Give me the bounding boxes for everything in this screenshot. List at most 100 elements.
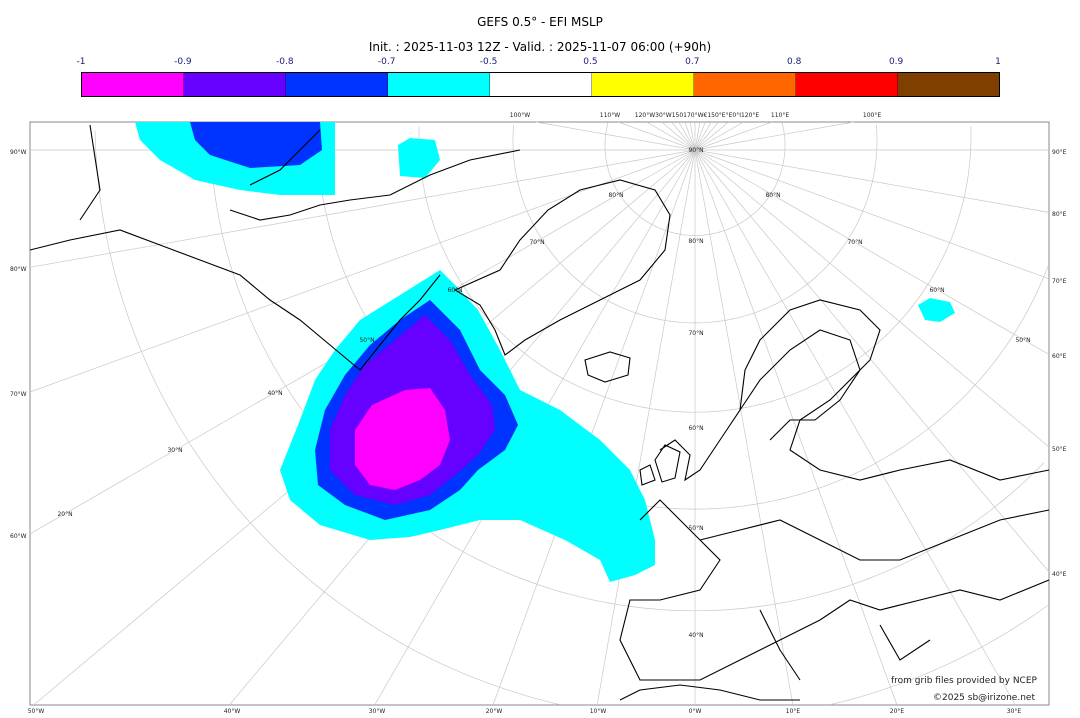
- lat-label: 40°N: [688, 632, 703, 639]
- meridian-line: [694, 121, 744, 151]
- parallel-line: [94, 130, 1048, 705]
- lon-label-bottom: 20°E: [890, 708, 905, 715]
- lat-label: 80°N: [688, 238, 703, 245]
- lat-label: 60°N: [688, 425, 703, 432]
- lon-label-top: 120°W30°W150170°W€150°E°E0°I120°E: [635, 112, 760, 119]
- north-america-coast: [29, 124, 521, 371]
- meridian-line: [694, 121, 773, 151]
- lat-label: 60°N: [929, 287, 944, 294]
- meridian-line: [694, 149, 1050, 355]
- meridian-line: [29, 149, 696, 268]
- lon-label-left: 80°W: [10, 266, 27, 273]
- lon-label-bottom: 20°W: [486, 708, 503, 715]
- meridian-line: [694, 121, 712, 151]
- lat-label: 80°N: [608, 192, 623, 199]
- efi-cyan-small: [398, 138, 440, 178]
- colorbar-tick: -0.7: [377, 57, 396, 67]
- meridian-line: [694, 149, 1016, 706]
- lat-label: 50°N: [359, 337, 374, 344]
- colorbar-tick: 0.8: [787, 57, 802, 67]
- meridian-line: [536, 121, 696, 151]
- lon-label-bottom: 40°W: [224, 708, 241, 715]
- colorbar-tick: -0.8: [275, 57, 294, 67]
- lon-label-top: 110°E: [771, 112, 789, 119]
- meridian-line: [694, 149, 1050, 280]
- meridian-line: [694, 149, 1050, 213]
- parallel-line: [418, 126, 972, 413]
- lon-label-top: 100°W: [510, 112, 530, 119]
- lat-label: 50°N: [688, 525, 703, 532]
- colorbar-tick: 0.5: [583, 57, 598, 67]
- lat-label: 40°N: [267, 390, 282, 397]
- lon-label-right: 60°E: [1052, 353, 1067, 360]
- lon-label-right: 90°E: [1052, 149, 1067, 156]
- efi-cyan-east: [918, 298, 955, 322]
- meridian-line: [492, 149, 696, 706]
- lon-label-left: 60°W: [10, 533, 27, 540]
- graticule: [29, 121, 1050, 706]
- lon-label-right: 70°E: [1052, 278, 1067, 285]
- copyright: ©2025 sb@irizone.net: [933, 693, 1035, 703]
- meridian-line: [617, 121, 696, 151]
- meridian-line: [694, 121, 854, 151]
- colorbar-bin: [490, 73, 592, 96]
- lon-label-bottom: 0°W: [689, 708, 702, 715]
- scandinavia-coast: [739, 329, 861, 441]
- meridian-line: [684, 121, 696, 151]
- meridian-line: [694, 121, 701, 151]
- lon-label-right: 40°E: [1052, 571, 1067, 578]
- lat-label: 50°N: [1015, 337, 1030, 344]
- colorbar-bin: [388, 73, 490, 96]
- lon-label-bottom: 50°W: [28, 708, 45, 715]
- lat-label: 80°N: [765, 192, 780, 199]
- meridian-line: [661, 121, 696, 151]
- efi-blue-nw: [190, 122, 322, 168]
- lon-label-bottom: 30°W: [369, 708, 386, 715]
- meridian-line: [694, 121, 729, 151]
- iceland-coast: [584, 351, 631, 383]
- colorbar-tick: -0.9: [174, 57, 192, 67]
- grid-labels: 90°W 80°W 70°W 60°W 90°E 80°E 70°E 60°E 50°E 40°E…: [10, 112, 1067, 715]
- lat-label: 70°N: [688, 330, 703, 337]
- greenland-coast: [453, 179, 671, 356]
- colorbar-bin: [898, 73, 999, 96]
- lon-label-right: 80°E: [1052, 211, 1067, 218]
- meridian-line: [694, 149, 898, 706]
- colorbar-tick: -0.5: [479, 57, 498, 67]
- source-credit: from grib files provided by NCEP: [891, 676, 1037, 686]
- colorbar-tick: 0.9: [888, 57, 904, 67]
- meridian-line: [29, 149, 696, 393]
- lat-label: 90°N: [688, 147, 703, 154]
- meridian-line: [694, 149, 1050, 448]
- meridian-line: [671, 121, 696, 151]
- colorbar-bin: [286, 73, 388, 96]
- meridian-line: [694, 121, 706, 151]
- lon-label-bottom: 10°W: [590, 708, 607, 715]
- lon-label-top: 100°E: [863, 112, 881, 119]
- chart-title: GEFS 0.5° - EFI MSLP: [477, 15, 603, 29]
- lon-label-bottom: 30°E: [1007, 708, 1022, 715]
- efi-magenta-main: [355, 388, 450, 490]
- lat-label: 70°N: [529, 239, 544, 246]
- coastlines: [29, 124, 1050, 701]
- lat-label: 70°N: [847, 239, 862, 246]
- lat-label: 60°N: [447, 287, 462, 294]
- colorbar-bin: [592, 73, 694, 96]
- colorbar-bin: [694, 73, 796, 96]
- meridian-line: [694, 149, 794, 706]
- efi-field: [135, 122, 955, 582]
- colorbar-bin: [184, 73, 286, 96]
- lat-label: 30°N: [167, 447, 182, 454]
- europe-coast: [619, 299, 1050, 681]
- colorbar: [81, 72, 1000, 97]
- meridian-line: [646, 121, 696, 151]
- meridian-line: [694, 149, 1050, 573]
- british-isles-coast: [639, 444, 681, 486]
- colorbar-tick: 1: [995, 57, 1001, 67]
- lon-label-bottom: 10°E: [786, 708, 801, 715]
- lon-label-left: 90°W: [10, 149, 27, 156]
- chart-subtitle: Init. : 2025-11-03 12Z - Valid. : 2025-1…: [368, 40, 712, 54]
- colorbar-bin: [82, 73, 184, 96]
- colorbar-bin: [796, 73, 898, 96]
